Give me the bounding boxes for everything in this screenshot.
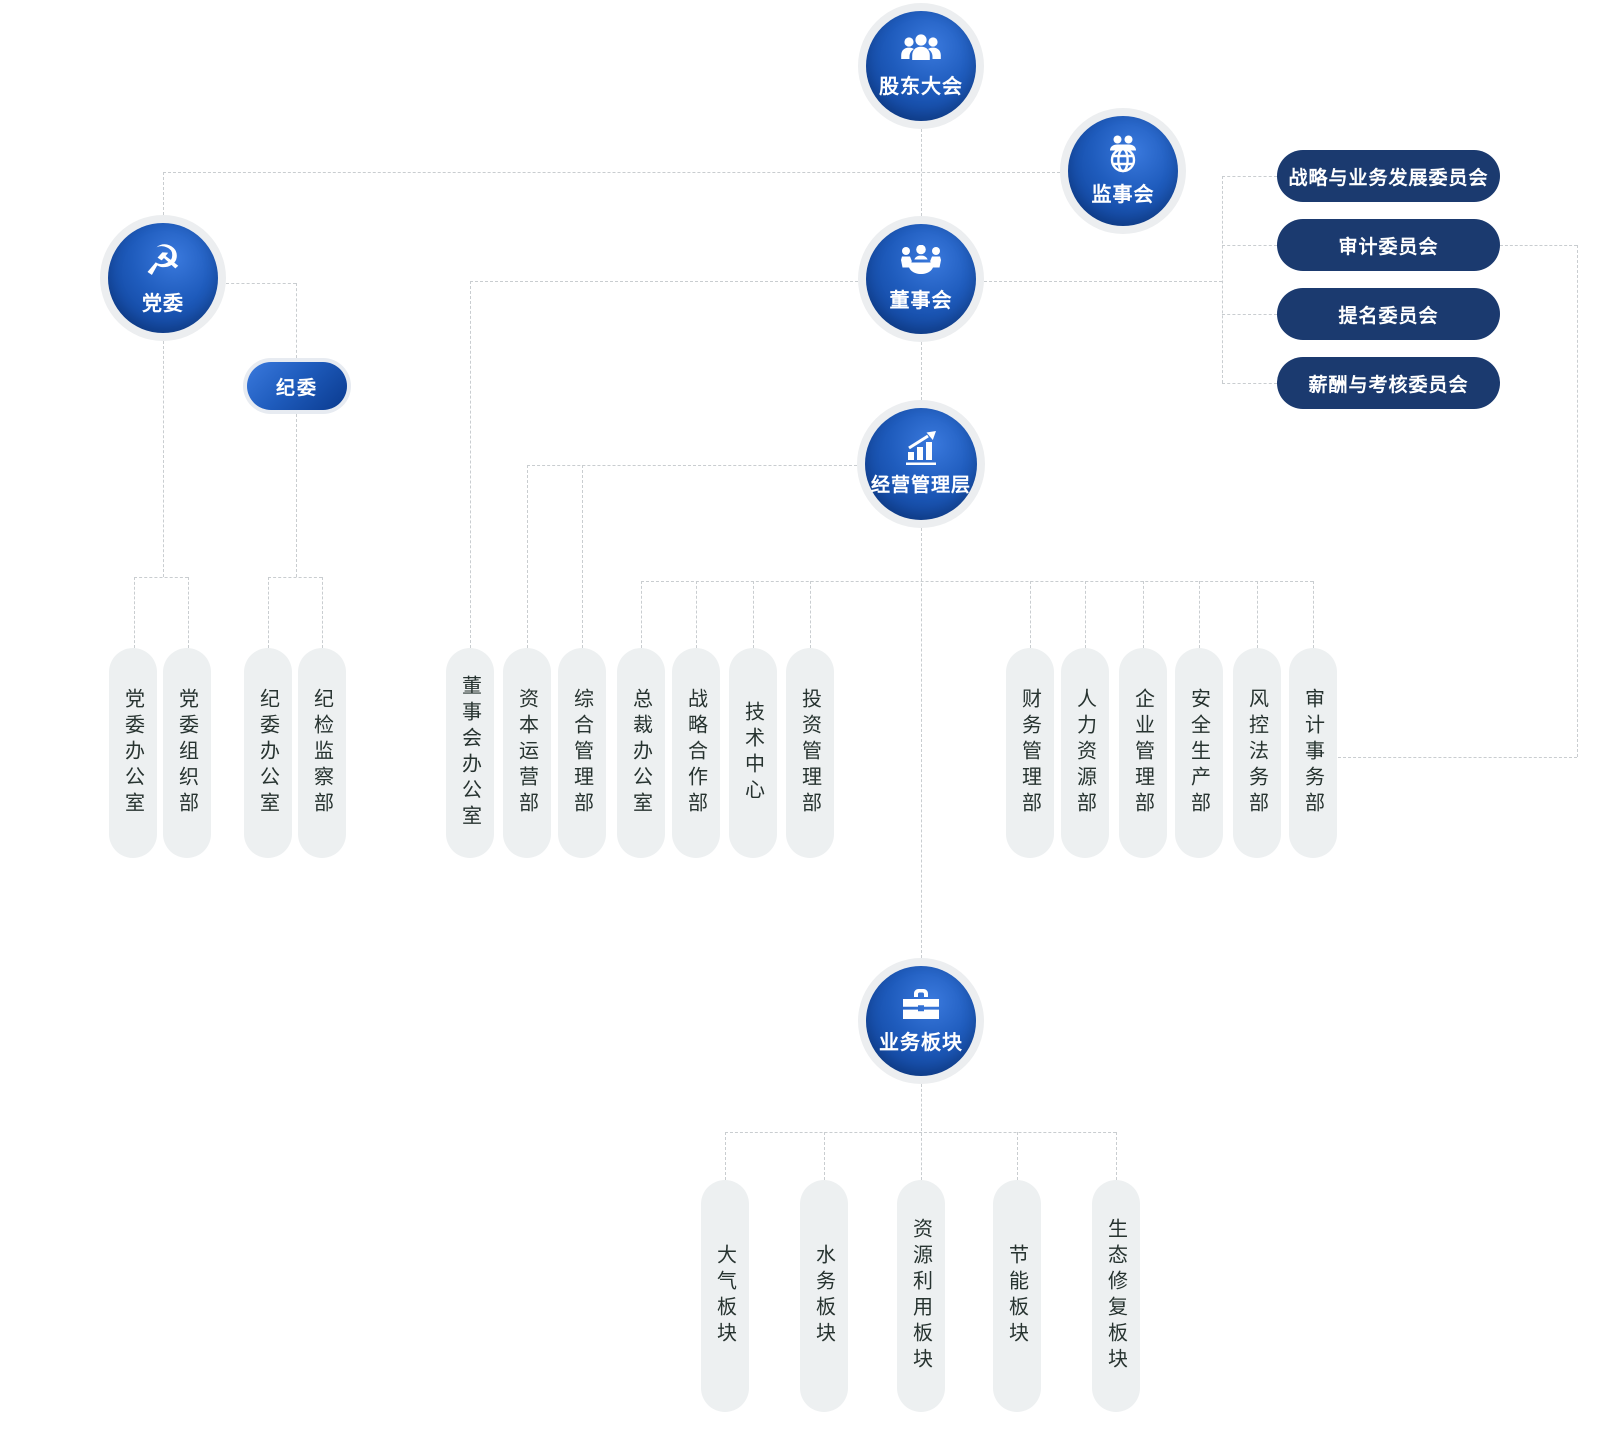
connector-line — [810, 581, 811, 648]
growth-chart-icon — [900, 431, 942, 465]
connector-line — [134, 577, 188, 578]
connector-line — [1085, 581, 1086, 648]
connector-line — [1577, 245, 1578, 757]
connector-line — [322, 577, 323, 648]
node-label: 监事会 — [1091, 184, 1155, 206]
committee-nomination: 提名委员会 — [1277, 288, 1500, 340]
connector-line — [725, 1132, 1116, 1133]
dept-party-office: 党委办公室 — [109, 648, 157, 858]
connector-line — [188, 577, 189, 648]
connector-line — [1143, 581, 1144, 648]
connector-line — [527, 465, 528, 648]
connector-line — [134, 577, 135, 648]
segment-resource-utilization: 资源利用板块 — [897, 1180, 945, 1412]
connector-line — [753, 581, 754, 648]
connector-line — [268, 577, 322, 578]
node-party-committee: ☭ 党委 — [100, 215, 226, 341]
node-label: 经营管理层 — [870, 475, 971, 496]
connector-line — [1222, 245, 1277, 246]
dept-board-office: 董事会办公室 — [446, 648, 494, 858]
connector-line — [1222, 383, 1277, 384]
segment-atmosphere: 大气板块 — [701, 1180, 749, 1412]
connector-line — [163, 172, 164, 215]
dept-investment-management: 投资管理部 — [786, 648, 834, 858]
connector-line — [527, 465, 857, 466]
dept-discipline-office: 纪委办公室 — [244, 648, 292, 858]
connector-line — [1199, 581, 1200, 648]
connector-line — [641, 581, 1313, 582]
committee-remuneration-appraisal: 薪酬与考核委员会 — [1277, 357, 1500, 409]
committee-audit: 审计委员会 — [1277, 219, 1500, 271]
connector-line — [1338, 757, 1577, 758]
node-label: 党委 — [142, 293, 184, 315]
connector-line — [470, 281, 858, 282]
dept-capital-operation: 资本运营部 — [503, 648, 551, 858]
connector-line — [1030, 581, 1031, 648]
connector-line — [296, 414, 297, 577]
connector-line — [824, 1132, 825, 1180]
dept-strategic-cooperation: 战略合作部 — [672, 648, 720, 858]
dept-risk-legal: 风控法务部 — [1233, 648, 1281, 858]
connector-line — [641, 581, 642, 648]
dept-human-resources: 人力资源部 — [1061, 648, 1109, 858]
dept-president-office: 总裁办公室 — [617, 648, 665, 858]
segment-water: 水务板块 — [800, 1180, 848, 1412]
connector-line — [725, 1132, 726, 1180]
globe-people-icon — [1103, 135, 1143, 173]
connector-line — [1222, 176, 1277, 177]
connector-line — [296, 283, 297, 358]
dept-audit-affairs: 审计事务部 — [1289, 648, 1337, 858]
connector-line — [1017, 1132, 1018, 1180]
segment-ecological-restoration: 生态修复板块 — [1092, 1180, 1140, 1412]
dept-finance-management: 财务管理部 — [1006, 648, 1054, 858]
node-label: 董事会 — [889, 290, 953, 312]
connector-line — [470, 281, 471, 648]
node-shareholders-meeting: 股东大会 — [858, 3, 984, 129]
node-management-level: 经营管理层 — [857, 400, 985, 528]
connector-line — [1222, 176, 1223, 383]
node-label: 业务板块 — [879, 1032, 963, 1054]
connector-line — [921, 129, 922, 216]
connector-line — [163, 172, 1060, 173]
connector-line — [1313, 581, 1314, 648]
node-discipline-committee: 纪委 — [243, 358, 351, 414]
connector-line — [163, 341, 164, 577]
dept-enterprise-management: 企业管理部 — [1119, 648, 1167, 858]
node-supervisory-board: 监事会 — [1060, 108, 1186, 234]
connector-line — [1257, 581, 1258, 648]
hammer-sickle-icon: ☭ — [144, 237, 182, 284]
connector-line — [1500, 245, 1577, 246]
briefcase-icon — [901, 987, 941, 1021]
node-business-segments: 业务板块 — [858, 958, 984, 1084]
connector-line — [1222, 314, 1277, 315]
connector-line — [921, 342, 922, 400]
connector-line — [696, 581, 697, 648]
dept-safety-production: 安全生产部 — [1175, 648, 1223, 858]
node-label: 纪委 — [247, 362, 347, 410]
committee-strategy-business-development: 战略与业务发展委员会 — [1277, 150, 1500, 202]
connector-line — [226, 283, 296, 284]
dept-general-management: 综合管理部 — [558, 648, 606, 858]
dept-party-organization: 党委组织部 — [163, 648, 211, 858]
connector-line — [1116, 1132, 1117, 1180]
node-label: 股东大会 — [879, 76, 963, 98]
dept-technology-center: 技术中心 — [729, 648, 777, 858]
connector-line — [921, 528, 922, 958]
connector-line — [268, 577, 269, 648]
dept-discipline-inspection: 纪检监察部 — [298, 648, 346, 858]
node-board-of-directors: 董事会 — [858, 216, 984, 342]
people-group-icon — [899, 33, 943, 65]
connector-line — [582, 465, 583, 648]
meeting-icon — [898, 245, 944, 279]
connector-line — [984, 281, 1222, 282]
segment-energy-saving: 节能板块 — [993, 1180, 1041, 1412]
